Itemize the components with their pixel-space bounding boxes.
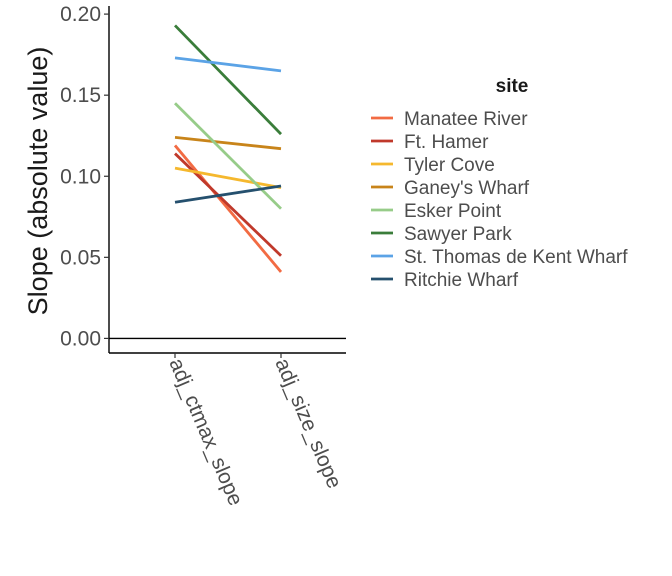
legend-title: site (496, 76, 529, 97)
series-line-2 (174, 166, 282, 189)
legend-label-7: Ritchie Wharf (404, 270, 519, 291)
legend-label-5: Sawyer Park (404, 224, 512, 245)
y-tick-label: 0.10 (60, 165, 101, 188)
y-axis-title: Slope (absolute value) (23, 47, 53, 316)
series-line-1 (174, 152, 282, 257)
legend-label-0: Manatee River (404, 109, 528, 130)
series-line-3 (174, 135, 282, 151)
x-tick-label: adj_ctmax_slope (164, 355, 247, 509)
legend-label-2: Tyler Cove (404, 155, 495, 176)
legend-label-3: Ganey's Wharf (404, 178, 530, 199)
series-line-5 (173, 24, 283, 136)
legend-label-1: Ft. Hamer (404, 132, 489, 153)
series-line-6 (174, 56, 282, 73)
x-tick-label: adj_size_slope (270, 355, 345, 492)
series-line-7 (174, 184, 282, 204)
plot-area (109, 24, 346, 340)
legend-label-4: Esker Point (404, 201, 502, 222)
axes: 0.00 0.05 0.10 0.15 0.20 adj_ctmax_slope adj_s… (60, 3, 346, 509)
y-tick-label: 0.20 (60, 3, 101, 26)
y-tick-label: 0.15 (60, 84, 101, 107)
series-line-0 (173, 144, 283, 273)
series-line-4 (174, 102, 282, 210)
legend-label-6: St. Thomas de Kent Wharf (404, 247, 628, 268)
y-tick-label: 0.05 (60, 246, 101, 269)
y-tick-label: 0.00 (60, 327, 101, 350)
